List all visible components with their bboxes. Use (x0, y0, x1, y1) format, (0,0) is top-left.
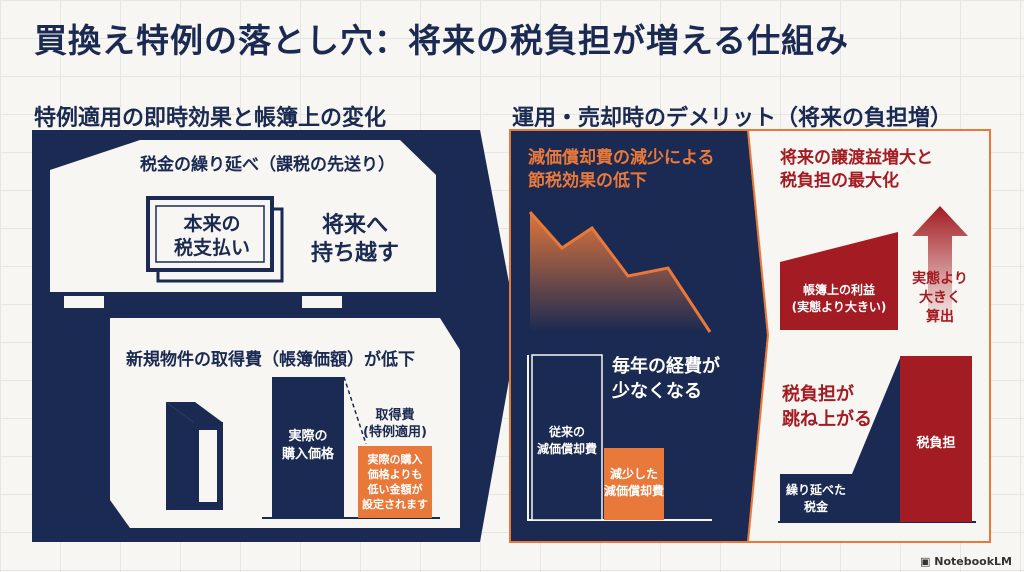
page-title: 買換え特例の落とし穴：将来の税負担が増える仕組み (34, 21, 850, 60)
carry-line2: 持ち越す (310, 241, 399, 266)
old-dep-label: 従来の 減価償却費 (532, 424, 602, 458)
door-inner (199, 430, 217, 502)
panel2-title-line1: 将来の譲渡益増大と (780, 148, 933, 168)
acq-label-line2: (特例適用) (363, 425, 427, 440)
deferred-tax-label: 繰り延べた 税金 (780, 482, 852, 516)
book-profit-block (780, 232, 898, 330)
original-tax-line1: 本来の (183, 213, 241, 235)
deferred-line2: 税金 (803, 500, 828, 514)
original-tax-label: 本来の 税支払い (150, 212, 274, 260)
chimney-left (64, 296, 104, 308)
expense-line1: 毎年の経費が (612, 356, 720, 377)
tax-card-front (146, 196, 274, 272)
carry-forward-label: 将来へ 持ち越す (300, 212, 410, 268)
acq-label-line1: 取得費 (375, 408, 415, 423)
watermark-text: NotebookLM (934, 555, 1012, 568)
expense-decrease-label: 毎年の経費が 少なくなる (612, 354, 720, 404)
jump-line2: 跳ね上がる (782, 409, 872, 430)
new-dep-line2: 減価償却費 (604, 484, 665, 498)
panel2-title-line2: 税負担の最大化 (780, 171, 899, 191)
calc-larger-label: 実態より 大きく 算出 (904, 270, 976, 327)
acquisition-cost-label: 取得費 (特例適用) (352, 407, 438, 441)
tax-jump-label: 税負担が 跳ね上がる (782, 382, 872, 432)
chimney-right (302, 296, 342, 308)
calc-line1: 実態より (912, 271, 968, 287)
old-dep-line1: 従来の (548, 425, 585, 439)
old-dep-line2: 減価償却費 (536, 442, 597, 456)
deferred-tax-block (780, 358, 900, 522)
acquisition-note: 実際の購入 価格よりも 低い金額が 設定されます (358, 452, 432, 512)
actual-price-label: 実際の 購入価格 (272, 428, 344, 464)
actual-price-line1: 実際の (288, 429, 328, 444)
original-tax-line2: 税支払い (173, 237, 250, 259)
new-dep-line1: 減少した (609, 467, 658, 481)
declining-area (530, 212, 710, 332)
actual-price-line2: 購入価格 (281, 447, 334, 462)
cost-title: 新規物件の取得費（帳簿価額）が低下 (126, 350, 415, 370)
calc-line2: 大きく (919, 290, 961, 306)
calc-line3: 算出 (926, 309, 954, 325)
tax-burden-label: 税負担 (916, 436, 956, 451)
tax-burden-block (900, 356, 972, 522)
tax-card-inner (155, 205, 265, 263)
book-profit-line2: (実態より大きい) (791, 300, 887, 314)
panel1-title-line1: 減価償却費の減少による (528, 148, 715, 168)
acq-note-line4: 設定されます (362, 498, 428, 511)
left-section-heading: 特例適用の即時効果と帳簿上の変化 (34, 106, 387, 131)
notebook-icon: ▣ (920, 555, 935, 568)
actual-price-bar (272, 377, 344, 518)
acq-note-line3: 低い金額が (367, 483, 423, 496)
up-arrow (912, 206, 968, 326)
declining-line (528, 211, 712, 333)
panel1-title-line2: 節税効果の低下 (528, 171, 647, 191)
new-dep-bar (604, 448, 664, 520)
old-dep-bar (531, 354, 603, 521)
door-shape-top (166, 402, 222, 422)
deferred-line1: 繰り延べた (785, 483, 846, 497)
new-dep-label: 減少した 減価償却費 (604, 466, 664, 500)
book-profit-line1: 帳簿上の利益 (802, 283, 875, 297)
watermark: ▣ NotebookLM (920, 555, 1012, 568)
right-section-heading: 運用・売却時のデメリット（将来の負担増） (512, 106, 953, 131)
expense-line2: 少なくなる (612, 381, 702, 402)
acquisition-cost-bar (358, 446, 432, 518)
book-profit-label: 帳簿上の利益 (実態より大きい) (780, 282, 898, 316)
carry-line1: 将来へ (321, 213, 388, 238)
acq-note-line2: 価格よりも (367, 468, 423, 481)
dashed-connector (343, 376, 367, 445)
door-shape-left (166, 402, 193, 510)
panel1-title: 減価償却費の減少による 節税効果の低下 (528, 147, 715, 193)
acq-note-line1: 実際の購入 (367, 453, 423, 466)
deferral-title: 税金の繰り延べ（課税の先送り） (140, 155, 395, 175)
panel2-title: 将来の譲渡益増大と 税負担の最大化 (780, 147, 933, 193)
jump-line1: 税負担が (782, 384, 854, 405)
